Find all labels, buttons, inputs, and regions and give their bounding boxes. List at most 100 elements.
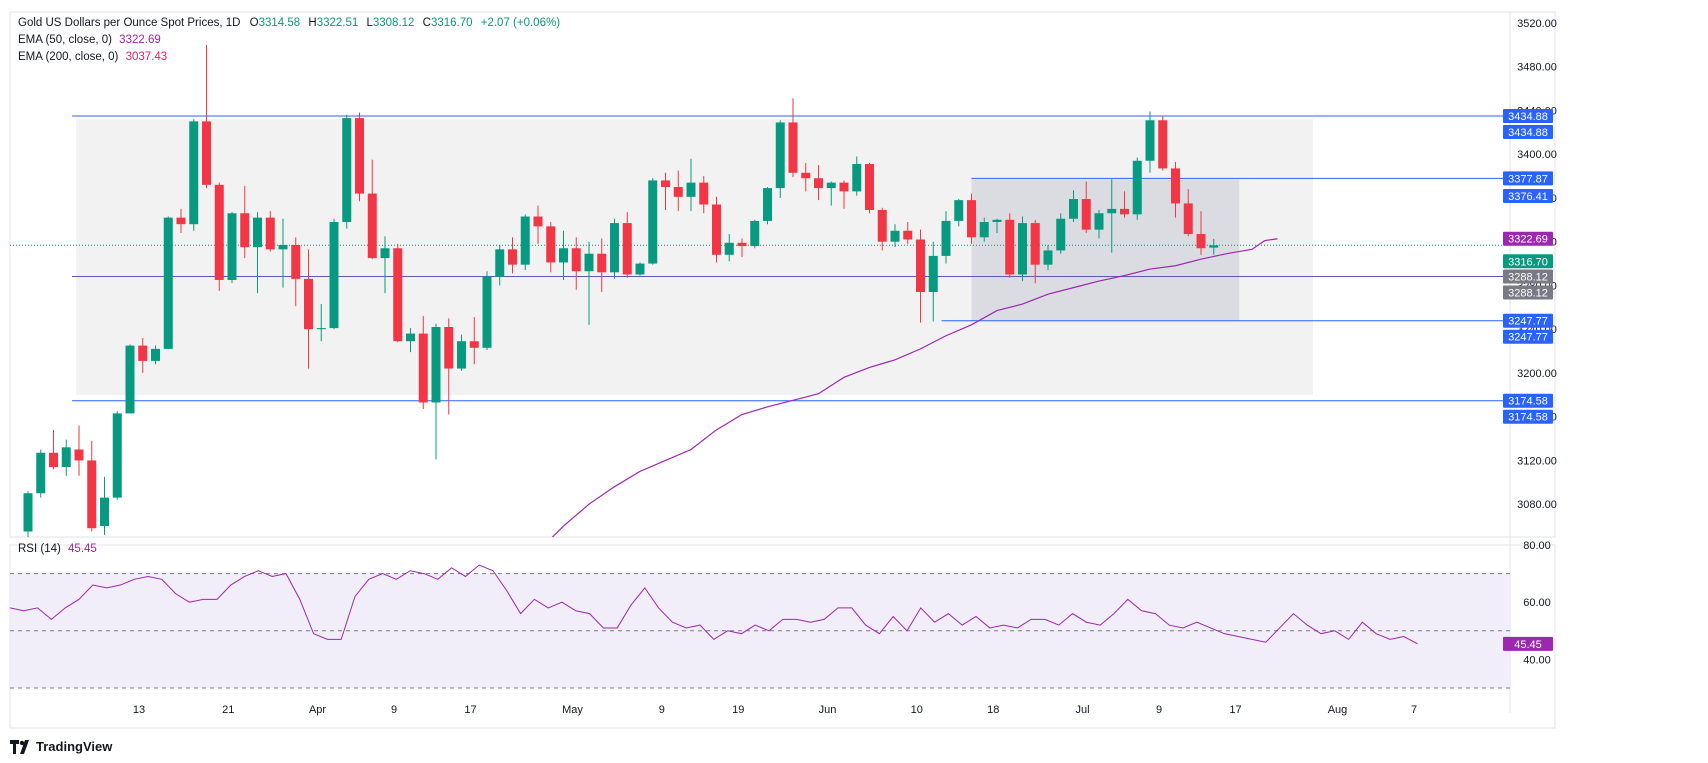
time-axis-label: 18 [987,704,999,716]
price-tag: 3377.87 [1503,171,1553,186]
candle [444,318,454,415]
candle [635,262,645,276]
candle-body [304,278,313,330]
price-tag-label: 3288.12 [1508,288,1548,300]
price-tag-bg [1503,285,1553,300]
candle [74,425,84,476]
candle [163,216,173,349]
candle-body [138,345,148,361]
candle [49,429,58,470]
ema50-line [551,238,1278,537]
candle [877,207,887,251]
price-tag: 3288.12 [1503,285,1553,300]
candle-body [329,222,339,329]
price-tag-bg [1503,109,1553,124]
candle [699,176,709,214]
candle-body [1209,245,1219,248]
candle-body [661,180,670,187]
candle-body [74,449,84,461]
candle-body [903,230,913,240]
candle-body [112,413,122,498]
candle-body [546,226,556,263]
candle-body [469,341,479,348]
candle [622,212,632,278]
candle-body [1081,199,1091,230]
candle-body [1005,219,1015,275]
candle [801,162,811,192]
candle [112,411,122,500]
candle-body [227,213,237,280]
candle [839,180,849,209]
candle [227,212,237,284]
tradingview-icon [10,739,29,754]
candle [23,491,33,537]
candle [125,344,135,414]
ema50-legend[interactable]: EMA (50, close, 0) 3322.69 [18,33,161,48]
candle [406,328,415,353]
candle [36,449,46,498]
candle-body [355,118,364,194]
candle [1171,161,1180,218]
candle-body [508,249,517,265]
candle [763,187,772,225]
candle-body [559,248,568,263]
candle [380,236,390,294]
candle-body [1132,160,1142,215]
candle-body [1069,199,1078,219]
low-value: 3308.12 [372,17,415,29]
time-axis-label: 17 [464,704,476,716]
candle-body [291,244,301,279]
price-tag: 3434.88 [1503,109,1553,124]
candle-body [584,253,594,272]
candle-body [265,217,275,250]
candle-body [520,216,530,265]
price-tag-bg [1503,254,1553,269]
time-axis-label: 13 [133,704,145,716]
candle [712,196,721,263]
candle-body [100,497,109,527]
high-label: H [308,17,317,29]
symbol-title: Gold US Dollars per Ounce Spot Prices, 1… [18,17,241,29]
candle [202,44,211,189]
rsi-label: RSI (14) [18,543,61,555]
price-tag-label: 3377.87 [1508,173,1548,185]
price-tag: 3376.41 [1503,188,1553,203]
candle-body [1158,120,1168,169]
time-axis-label: 17 [1229,704,1241,716]
candle-body [928,255,938,292]
tradingview-logo[interactable]: TradingView [10,739,112,754]
candle [176,208,186,233]
candle-body [712,204,721,255]
time-axis-label: Apr [309,704,326,716]
candle-body [865,164,874,210]
candle [457,334,466,371]
rsi-legend[interactable]: RSI (14) 45.45 [18,542,97,557]
candle-body [635,263,645,275]
price-axis-label: 3120.00 [1517,455,1557,467]
candle [559,230,568,280]
candle [508,237,517,274]
candle [737,238,747,257]
candle-body [1120,208,1129,215]
candle [278,218,288,288]
candle [992,218,1002,233]
candle [788,98,798,178]
price-tag-bg [1503,313,1553,328]
rsi-value-tag-bg [1503,636,1553,651]
price-tag-label: 3434.88 [1508,127,1548,139]
candle-body [342,118,352,222]
candle [890,224,900,248]
candle-body [673,187,683,197]
candle [61,439,71,476]
close-label: C [422,17,431,29]
candle [316,304,326,342]
ema200-value: 3037.43 [125,51,168,63]
candle [584,241,594,325]
candle-body [23,493,33,532]
rsi-axis-label: 80.00 [1523,540,1551,552]
main-plot [10,44,1510,537]
candle [724,234,734,262]
candle [1196,211,1206,255]
ema200-legend[interactable]: EMA (200, close, 0) 3037.43 [18,50,167,65]
